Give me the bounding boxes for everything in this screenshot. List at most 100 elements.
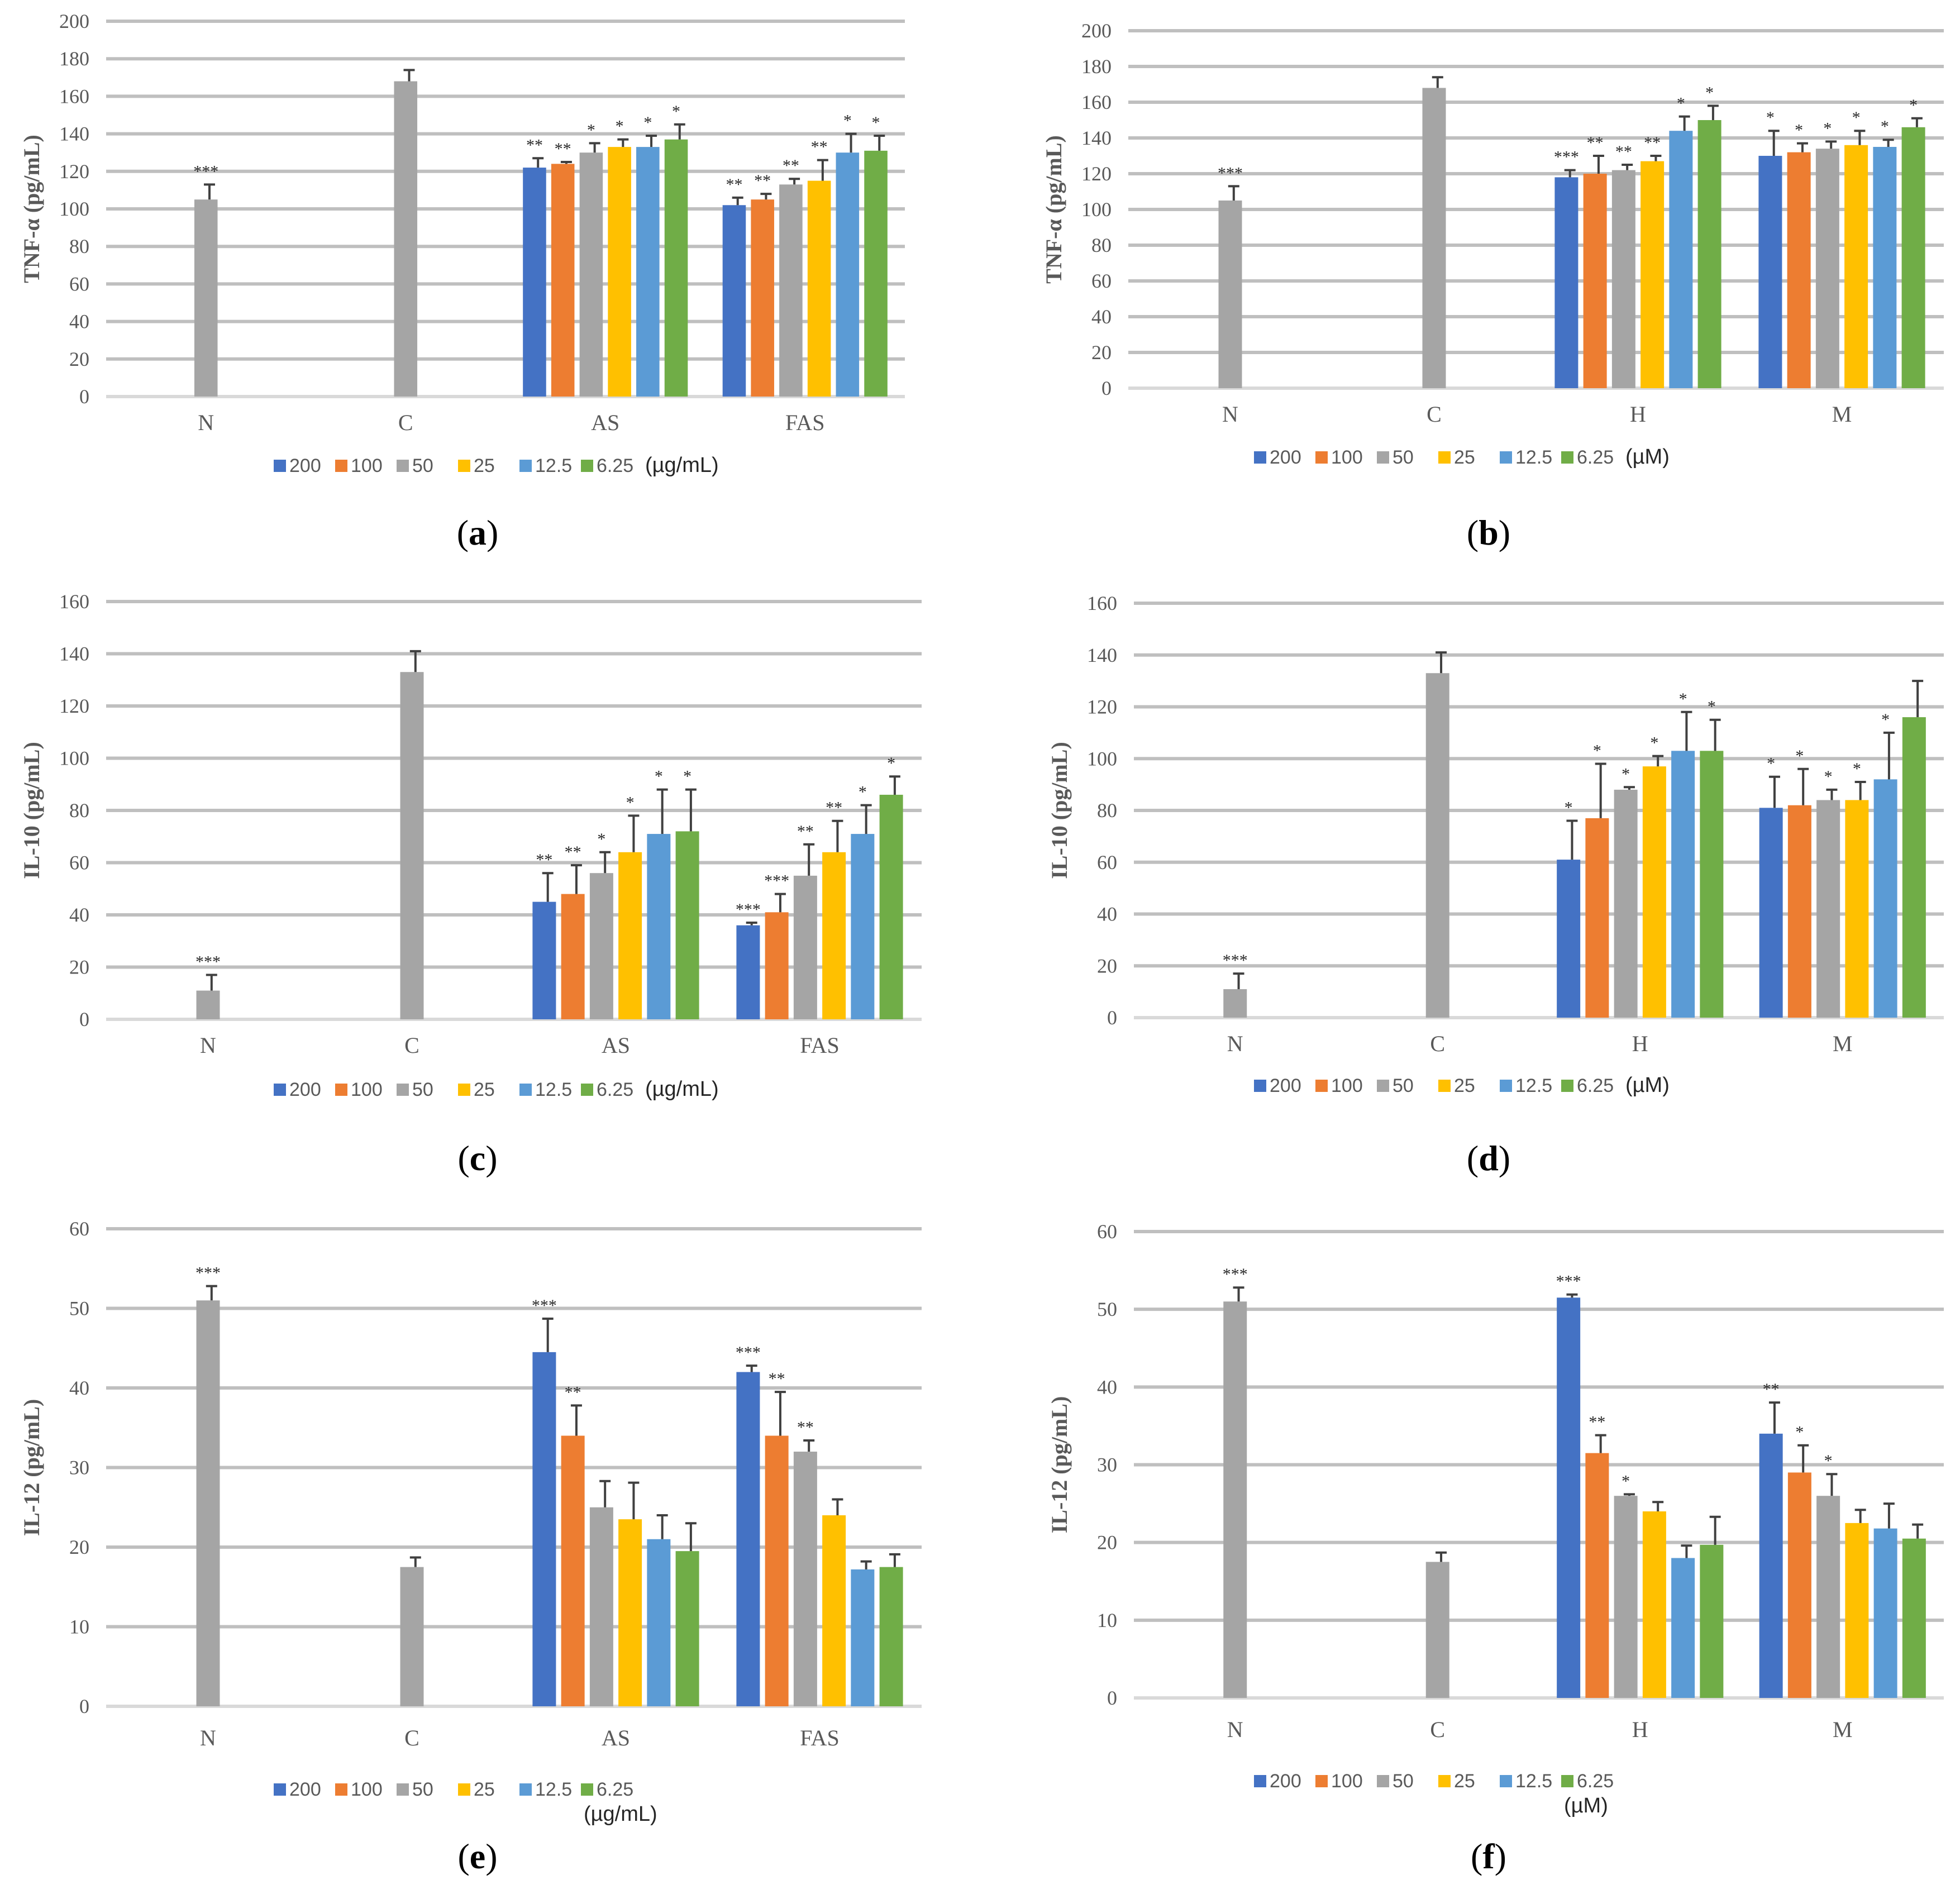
legend-unit: (µg/mL) xyxy=(584,1802,657,1826)
significance-label: ** xyxy=(797,822,814,841)
legend-label: 50 xyxy=(1392,1075,1414,1096)
legend-swatch xyxy=(1315,451,1328,464)
y-tick-label: 140 xyxy=(1081,127,1112,149)
legend-label: 200 xyxy=(1270,447,1301,468)
bar xyxy=(194,199,218,397)
significance-label: * xyxy=(597,830,605,848)
legend-label: 200 xyxy=(1270,1771,1301,1792)
bar xyxy=(793,1452,817,1706)
bar xyxy=(751,199,774,397)
panel-label-paren: ( xyxy=(1467,1138,1479,1178)
y-axis-label: TNF-α (pg/mL) xyxy=(1041,135,1066,284)
legend-label: 50 xyxy=(412,1779,433,1800)
bar xyxy=(675,831,699,1019)
bar xyxy=(400,1567,424,1706)
bar xyxy=(851,834,875,1019)
y-tick-label: 120 xyxy=(59,695,89,717)
legend-label: 200 xyxy=(289,1079,321,1100)
panel-label-paren: ) xyxy=(487,513,498,552)
y-tick-label: 50 xyxy=(69,1297,89,1320)
panel-label-paren: ( xyxy=(457,1138,469,1178)
y-tick-label: 40 xyxy=(69,1377,89,1399)
significance-label: *** xyxy=(1556,1272,1581,1291)
y-tick-label: 140 xyxy=(59,123,89,145)
legend-swatch xyxy=(1438,451,1451,464)
y-tick-label: 20 xyxy=(1091,341,1112,364)
x-category-label: FAS xyxy=(800,1033,839,1058)
significance-label: ** xyxy=(1763,1380,1780,1399)
panel-label-paren: ( xyxy=(457,513,469,552)
y-tick-label: 100 xyxy=(1087,747,1117,770)
bar xyxy=(1557,860,1581,1018)
x-category-label: N xyxy=(200,1033,216,1058)
panel-label-paren: ) xyxy=(1499,513,1510,552)
bar xyxy=(551,164,575,397)
y-tick-label: 60 xyxy=(69,1218,89,1240)
legend-label: 12.5 xyxy=(1515,1771,1552,1792)
bar xyxy=(1557,1297,1581,1698)
bar xyxy=(779,184,803,397)
y-tick-label: 120 xyxy=(59,160,89,183)
y-tick-label: 0 xyxy=(79,1695,89,1717)
x-category-label: N xyxy=(1227,1031,1243,1056)
legend-label: 200 xyxy=(289,1779,321,1800)
bar xyxy=(589,873,613,1019)
legend-label: 25 xyxy=(1454,1075,1475,1096)
significance-label: * xyxy=(1795,1423,1804,1442)
legend-label: 200 xyxy=(289,455,321,476)
bar xyxy=(864,150,888,397)
legend-label: 6.25 xyxy=(597,455,633,476)
y-tick-label: 160 xyxy=(1081,91,1112,113)
significance-label: * xyxy=(1677,94,1685,113)
x-category-label: M xyxy=(1832,402,1852,427)
panel-label-letter: a xyxy=(469,513,487,552)
y-tick-label: 0 xyxy=(1101,377,1112,399)
significance-label: ** xyxy=(754,171,771,190)
y-axis-label: IL-10 (pg/mL) xyxy=(19,742,44,879)
significance-label: * xyxy=(1767,755,1775,773)
legend-label: 100 xyxy=(1331,447,1363,468)
legend-label: 12.5 xyxy=(1515,1075,1552,1096)
y-tick-label: 180 xyxy=(1081,55,1112,78)
legend-label: 25 xyxy=(474,1079,495,1100)
y-tick-label: 40 xyxy=(69,311,89,333)
legend-swatch xyxy=(1377,1080,1389,1092)
legend-swatch xyxy=(1561,1775,1573,1787)
y-tick-label: 0 xyxy=(79,385,89,408)
legend-swatch xyxy=(519,460,532,472)
y-tick-label: 80 xyxy=(69,799,89,822)
legend-unit: (µg/mL) xyxy=(645,1077,719,1101)
y-axis-label: IL-12 (pg/mL) xyxy=(1047,1396,1072,1534)
bar xyxy=(1585,818,1609,1018)
legend-swatch xyxy=(1500,1775,1512,1787)
bar xyxy=(532,1352,556,1706)
significance-label: ** xyxy=(565,843,581,861)
panel-label-letter: d xyxy=(1479,1138,1499,1178)
significance-label: * xyxy=(1593,742,1601,760)
legend-swatch xyxy=(1254,451,1266,464)
significance-label: ** xyxy=(1644,133,1661,152)
significance-label: * xyxy=(587,121,595,139)
legend-swatch xyxy=(335,460,347,472)
significance-label: * xyxy=(1909,96,1918,114)
legend-swatch xyxy=(1561,451,1573,464)
significance-label: * xyxy=(843,112,852,130)
legend-swatch xyxy=(335,1783,347,1796)
bar xyxy=(879,794,903,1019)
legend-label: 6.25 xyxy=(597,1079,633,1100)
bar xyxy=(1669,131,1693,388)
legend-label: 100 xyxy=(351,455,383,476)
bar xyxy=(736,925,760,1019)
significance-label: ** xyxy=(811,138,828,156)
legend-swatch xyxy=(397,1783,409,1796)
y-tick-label: 40 xyxy=(1091,306,1112,328)
legend-unit: (µM) xyxy=(1625,1073,1670,1097)
significance-label: * xyxy=(1824,767,1833,786)
bar xyxy=(1873,147,1897,388)
significance-label: * xyxy=(1853,760,1861,778)
y-tick-label: 80 xyxy=(1091,234,1112,256)
y-tick-label: 20 xyxy=(69,956,89,979)
x-category-label: H xyxy=(1632,1717,1648,1742)
legend-unit: (µM) xyxy=(1564,1794,1608,1817)
